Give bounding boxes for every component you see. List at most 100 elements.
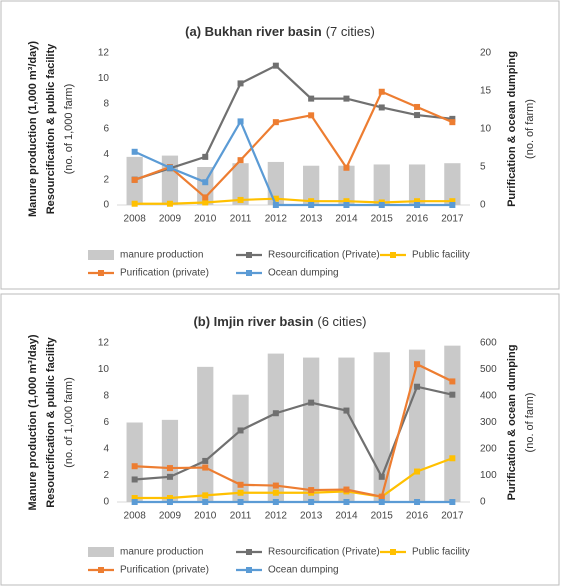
marker	[272, 499, 279, 505]
legend-label: Ocean dumping	[268, 565, 339, 576]
y-tick-label: 0	[103, 497, 109, 508]
chart-title: (b) Imjin river basin (6 cities)	[193, 314, 366, 329]
marker	[343, 486, 350, 493]
y-axis-title: Manure production (1,000 m³/day)	[27, 334, 39, 510]
legend-swatch	[246, 252, 252, 258]
marker	[131, 148, 138, 155]
title-note: (7 cities)	[326, 24, 375, 39]
marker	[414, 103, 421, 110]
bar	[267, 353, 284, 502]
y2-tick-label: 100	[480, 470, 497, 481]
bar	[161, 155, 179, 205]
y-tick-label: 2	[103, 470, 109, 481]
marker	[449, 455, 456, 462]
marker	[414, 198, 421, 205]
bar	[126, 422, 143, 502]
x-tick-label: 2011	[230, 511, 252, 522]
legend-label: Purification (private)	[120, 565, 209, 576]
y-axis-title: Resourcification & public facility	[45, 336, 57, 507]
bar	[408, 164, 426, 205]
x-tick-label: 2012	[265, 511, 288, 522]
x-tick-label: 2010	[194, 214, 217, 225]
bar	[232, 394, 249, 502]
line	[134, 457, 453, 500]
x-tick-label: 2016	[406, 214, 429, 225]
x-tick-label: 2013	[300, 214, 323, 225]
x-tick-label: 2016	[406, 511, 429, 522]
x-tick-label: 2017	[441, 214, 464, 225]
chart-title: (a) Bukhan river basin (7 cities)	[185, 24, 375, 39]
legend-label: Purification (private)	[120, 268, 209, 279]
x-tick-label: 2013	[300, 511, 323, 522]
y-tick-label: 6	[103, 124, 109, 135]
legend-label: Public facility	[412, 250, 470, 261]
bar	[408, 349, 426, 502]
bar	[338, 357, 355, 502]
marker	[131, 495, 138, 502]
legend-label: Public facility	[412, 547, 470, 558]
bar	[232, 163, 249, 205]
y2-tick-label: 0	[480, 200, 486, 211]
marker	[343, 164, 350, 171]
title-main: (a) Bukhan river basin	[185, 24, 322, 39]
marker	[449, 391, 456, 398]
marker	[414, 361, 421, 368]
marker	[131, 176, 138, 183]
marker	[449, 115, 456, 122]
marker	[343, 95, 350, 102]
marker	[308, 95, 315, 102]
legend-swatch	[246, 567, 252, 573]
y-tick-label: 4	[103, 149, 109, 160]
marker	[378, 202, 385, 208]
y2-tick-label: 400	[480, 391, 497, 402]
bar	[444, 163, 461, 205]
y2-axis-title: Purification & ocean dumping	[506, 51, 518, 207]
marker	[237, 427, 244, 434]
legend-label: Resourcification (Private)	[268, 250, 380, 261]
panel-frame	[0, 0, 560, 290]
marker	[202, 153, 209, 160]
marker	[272, 489, 279, 496]
y-axis-title: (no. of 1,000 farm)	[63, 377, 75, 468]
marker	[166, 200, 173, 207]
bar	[373, 164, 390, 205]
marker	[272, 482, 279, 489]
y-tick-label: 2	[103, 174, 109, 185]
legend-label: Ocean dumping	[268, 268, 339, 279]
marker	[166, 164, 173, 171]
marker	[378, 88, 385, 95]
bar	[444, 345, 461, 502]
marker	[378, 499, 385, 505]
marker	[272, 202, 279, 208]
y-tick-label: 8	[103, 98, 109, 109]
marker	[166, 473, 173, 480]
y2-tick-label: 15	[480, 86, 492, 97]
legend-swatch	[246, 270, 252, 276]
marker	[378, 104, 385, 111]
legend-swatch	[88, 250, 114, 260]
bar	[161, 419, 179, 502]
marker	[308, 487, 315, 494]
y2-tick-label: 5	[480, 162, 486, 173]
marker	[202, 199, 209, 206]
x-tick-label: 2015	[371, 214, 394, 225]
marker	[308, 499, 315, 505]
legend-swatch	[390, 549, 396, 555]
y2-tick-label: 300	[480, 417, 497, 428]
marker	[378, 493, 385, 500]
y2-axis-title: (no. of farm)	[524, 99, 536, 159]
y-tick-label: 12	[98, 48, 110, 59]
x-tick-label: 2009	[159, 511, 182, 522]
marker	[237, 80, 244, 87]
legend-swatch	[88, 547, 114, 557]
marker	[449, 202, 456, 208]
y-axis-title: Resourcification & public facility	[45, 43, 57, 214]
marker	[414, 468, 421, 475]
legend-label: Resourcification (Private)	[268, 547, 380, 558]
legend-swatch	[98, 270, 104, 276]
y-axis-title: Manure production (1,000 m³/day)	[27, 41, 39, 217]
y-tick-label: 10	[98, 364, 110, 375]
marker	[237, 499, 244, 505]
x-tick-label: 2017	[441, 511, 464, 522]
marker	[414, 499, 421, 505]
